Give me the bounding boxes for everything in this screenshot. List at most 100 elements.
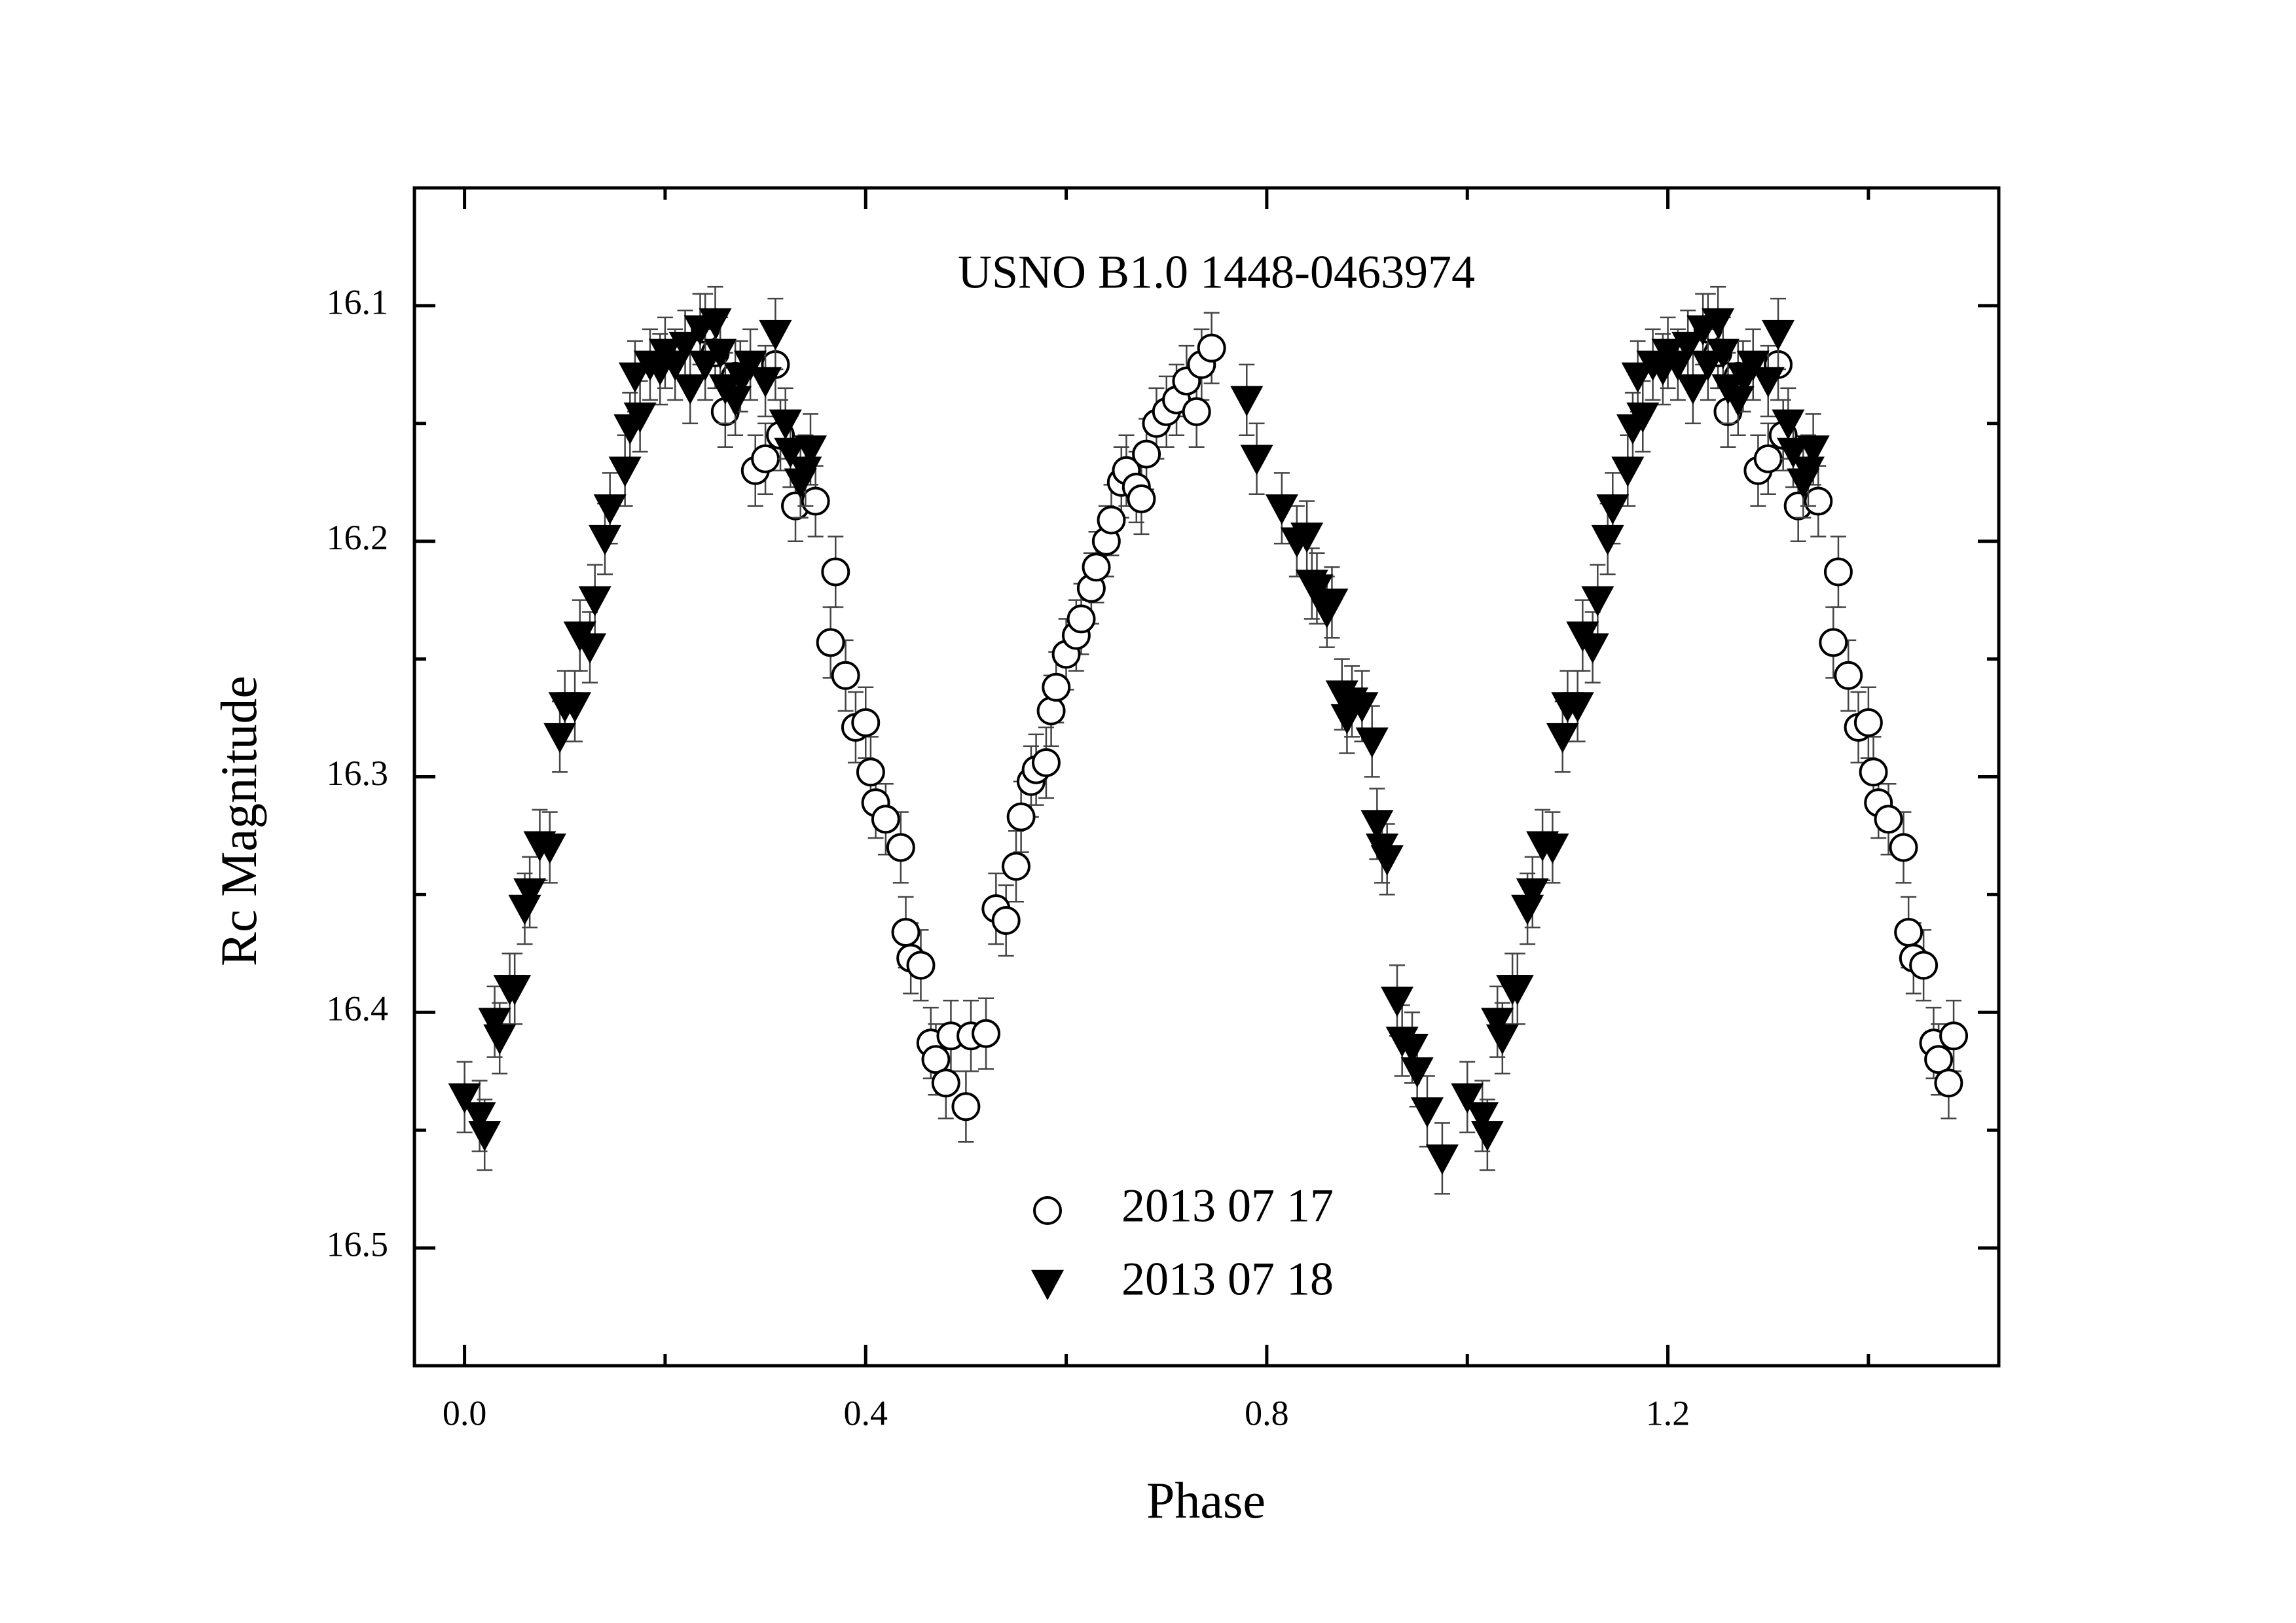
- data-point: [1721, 386, 1755, 416]
- data-point: [1691, 350, 1724, 381]
- data-point: [1777, 437, 1810, 468]
- data-point: [513, 878, 547, 909]
- data-point: [1581, 586, 1614, 617]
- legend-label: 2013 07 17: [1121, 1180, 1334, 1232]
- data-point: [1772, 409, 1805, 440]
- data-point: [1066, 604, 1096, 634]
- data-point: [1410, 1097, 1444, 1128]
- data-point: [1481, 1008, 1514, 1038]
- data-point: [589, 524, 622, 556]
- data-point: [1470, 1121, 1504, 1152]
- data-point: [1671, 331, 1705, 363]
- data-point: [759, 319, 792, 351]
- data-point: [951, 1092, 981, 1122]
- x-tick-label: 0.4: [843, 1393, 888, 1432]
- data-point: [831, 661, 860, 690]
- data-point: [1132, 439, 1161, 469]
- data-point: [886, 833, 915, 862]
- data-point: [1370, 845, 1404, 876]
- data-point: [801, 486, 830, 516]
- data-point: [1501, 975, 1534, 1006]
- legend-marker: [1033, 1196, 1062, 1225]
- data-point: [1676, 374, 1709, 405]
- data-point: [1265, 494, 1298, 525]
- data-point: [769, 409, 802, 440]
- data-point: [1894, 917, 1923, 947]
- data-point: [1425, 1144, 1459, 1175]
- y-tick-label: 16.2: [327, 518, 389, 557]
- data-point: [1924, 1045, 1954, 1074]
- data-point: [821, 557, 850, 587]
- data-point: [533, 833, 566, 864]
- y-tick-label: 16.5: [327, 1224, 389, 1264]
- y-axis-title: Rc Magnitude: [210, 676, 267, 966]
- data-point: [856, 757, 885, 787]
- data-point: [1006, 802, 1036, 831]
- data-point: [1576, 633, 1609, 664]
- data-point: [674, 374, 707, 405]
- data-point: [1736, 350, 1770, 381]
- data-point: [734, 350, 767, 381]
- y-tick-label: 16.3: [327, 754, 389, 793]
- data-point: [1466, 1102, 1499, 1133]
- data-point: [668, 331, 702, 363]
- data-point: [891, 917, 920, 947]
- data-point: [1889, 833, 1918, 862]
- data-point: [1753, 444, 1783, 473]
- y-tick-label: 16.1: [327, 282, 389, 321]
- data-point: [558, 692, 592, 723]
- data-point: [991, 905, 1021, 935]
- data-point: [463, 1102, 496, 1133]
- data-point: [498, 975, 532, 1006]
- data-point: [468, 1121, 501, 1152]
- data-point: [1706, 338, 1740, 369]
- data-point: [1097, 505, 1126, 535]
- data-point: [1874, 805, 1903, 834]
- data-point: [448, 1083, 481, 1114]
- data-point: [543, 723, 577, 754]
- data-point: [1127, 484, 1156, 513]
- data-point: [1934, 1068, 1963, 1098]
- data-point: [1596, 494, 1630, 525]
- x-axis-title: Phase: [1146, 1472, 1266, 1529]
- data-point: [871, 805, 900, 834]
- data-point: [1042, 672, 1071, 702]
- data-point: [1036, 696, 1066, 725]
- data-point: [1909, 951, 1939, 980]
- data-point: [1939, 1021, 1969, 1051]
- data-point: [816, 628, 845, 657]
- data-point: [689, 350, 722, 381]
- data-point: [1082, 553, 1111, 582]
- data-point: [1197, 333, 1226, 363]
- data-point: [751, 444, 780, 473]
- data-point: [1626, 402, 1660, 433]
- data-point: [593, 494, 627, 525]
- data-point: [1702, 308, 1735, 339]
- data-point: [1804, 486, 1833, 516]
- data-point: [1230, 386, 1264, 416]
- data-point: [774, 437, 807, 468]
- data-point: [1751, 367, 1785, 398]
- x-tick-label: 0.0: [443, 1393, 487, 1432]
- data-point: [921, 1045, 951, 1074]
- data-point: [1823, 557, 1853, 587]
- data-point: [789, 456, 822, 487]
- data-point: [851, 708, 881, 737]
- data-point: [1182, 397, 1211, 426]
- y-tick-label: 16.4: [327, 989, 389, 1029]
- data-point: [699, 308, 732, 339]
- data-point: [719, 386, 752, 416]
- data-point: [1796, 435, 1830, 466]
- data-point: [794, 435, 827, 466]
- data-point: [1611, 456, 1645, 487]
- data-point: [1536, 833, 1569, 864]
- data-point: [906, 951, 936, 980]
- data-point: [1859, 757, 1888, 787]
- data-point: [1355, 727, 1389, 758]
- data-point: [1485, 1024, 1519, 1055]
- data-point: [1546, 723, 1579, 754]
- data-point: [1621, 362, 1654, 393]
- data-point: [1360, 810, 1394, 841]
- data-point: [1315, 588, 1349, 619]
